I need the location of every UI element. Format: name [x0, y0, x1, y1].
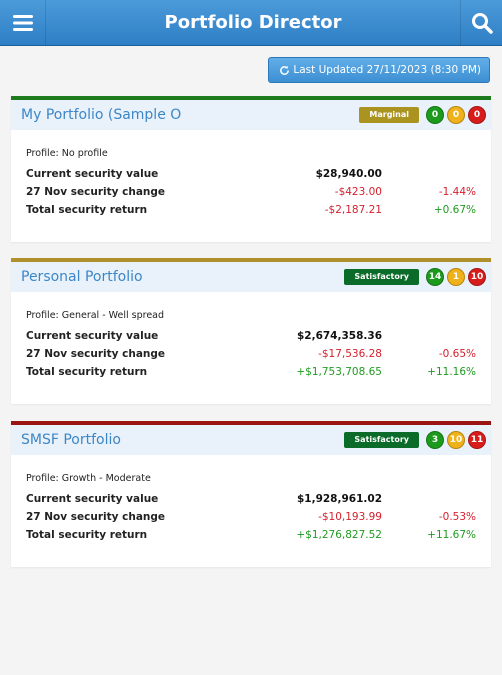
red-count-badge: 11: [468, 431, 486, 449]
return-label: Total security return: [26, 204, 147, 216]
current-value-label: Current security value: [26, 330, 158, 342]
red-count-badge: 0: [468, 106, 486, 124]
amber-count-badge: 1: [447, 268, 465, 286]
return-percent: +0.67%: [434, 204, 476, 216]
current-value-label: Current security value: [26, 168, 158, 180]
page-title: Portfolio Director: [46, 0, 460, 46]
last-updated-label: Last Updated 27/11/2023 (8:30 PM): [293, 64, 481, 76]
current-value: $28,940.00: [316, 168, 382, 180]
current-value-row: Current security value $2,674,358.36: [26, 330, 476, 346]
return-label: Total security return: [26, 529, 147, 541]
portfolio-badges: Marginal 0 0 0: [359, 106, 486, 124]
status-badge: Marginal: [359, 107, 419, 123]
change-percent: -0.53%: [439, 511, 476, 523]
portfolio-badges: Satisfactory 14 1 10: [344, 268, 486, 286]
change-row: 27 Nov security change -$10,193.99 -0.53…: [26, 511, 476, 527]
change-value: -$17,536.28: [318, 348, 382, 360]
return-value: -$2,187.21: [325, 204, 382, 216]
change-row: 27 Nov security change -$17,536.28 -0.65…: [26, 348, 476, 364]
menu-button[interactable]: [0, 0, 46, 46]
change-percent: -0.65%: [439, 348, 476, 360]
portfolio-badges: Satisfactory 3 10 11: [344, 431, 486, 449]
portfolio-name[interactable]: SMSF Portfolio: [21, 425, 121, 455]
return-label: Total security return: [26, 366, 147, 378]
last-updated-refresh-button[interactable]: Last Updated 27/11/2023 (8:30 PM): [268, 57, 490, 83]
change-label: 27 Nov security change: [26, 348, 165, 360]
change-label: 27 Nov security change: [26, 186, 165, 198]
refresh-icon: [279, 65, 290, 76]
return-row: Total security return +$1,753,708.65 +11…: [26, 366, 476, 382]
portfolio-card-header[interactable]: My Portfolio (Sample O... Marginal 0 0 0: [11, 96, 491, 130]
status-badge: Satisfactory: [344, 269, 419, 285]
return-row: Total security return +$1,276,827.52 +11…: [26, 529, 476, 545]
amber-count-badge: 0: [447, 106, 465, 124]
portfolio-profile: Profile: Growth - Moderate: [26, 473, 151, 484]
amber-count-badge: 10: [447, 431, 465, 449]
portfolio-card[interactable]: Personal Portfolio Satisfactory 14 1 10 …: [11, 258, 491, 404]
search-button[interactable]: [460, 0, 502, 46]
current-value: $1,928,961.02: [297, 493, 382, 505]
red-count-badge: 10: [468, 268, 486, 286]
portfolio-profile: Profile: General - Well spread: [26, 310, 164, 321]
current-value-label: Current security value: [26, 493, 158, 505]
hamburger-menu-icon: [12, 14, 34, 32]
current-value-row: Current security value $28,940.00: [26, 168, 476, 184]
change-percent: -1.44%: [439, 186, 476, 198]
change-value: -$10,193.99: [318, 511, 382, 523]
portfolio-card-header[interactable]: Personal Portfolio Satisfactory 14 1 10: [11, 258, 491, 292]
return-value: +$1,753,708.65: [296, 366, 382, 378]
change-row: 27 Nov security change -$423.00 -1.44%: [26, 186, 476, 202]
return-value: +$1,276,827.52: [296, 529, 382, 541]
current-value-row: Current security value $1,928,961.02: [26, 493, 476, 509]
return-percent: +11.16%: [427, 366, 476, 378]
green-count-badge: 0: [426, 106, 444, 124]
green-count-badge: 3: [426, 431, 444, 449]
portfolio-card-header[interactable]: SMSF Portfolio Satisfactory 3 10 11: [11, 421, 491, 455]
portfolio-card-body: Profile: Growth - Moderate Current secur…: [11, 455, 491, 563]
portfolio-card-body: Profile: No profile Current security val…: [11, 130, 491, 238]
return-percent: +11.67%: [427, 529, 476, 541]
return-row: Total security return -$2,187.21 +0.67%: [26, 204, 476, 220]
portfolio-card[interactable]: SMSF Portfolio Satisfactory 3 10 11 Prof…: [11, 421, 491, 567]
app-header: Portfolio Director: [0, 0, 502, 46]
current-value: $2,674,358.36: [297, 330, 382, 342]
search-icon: [471, 12, 493, 34]
portfolio-card[interactable]: My Portfolio (Sample O... Marginal 0 0 0…: [11, 96, 491, 242]
change-value: -$423.00: [335, 186, 382, 198]
portfolio-profile: Profile: No profile: [26, 148, 108, 159]
portfolio-card-body: Profile: General - Well spread Current s…: [11, 292, 491, 400]
status-badge: Satisfactory: [344, 432, 419, 448]
change-label: 27 Nov security change: [26, 511, 165, 523]
portfolio-name[interactable]: Personal Portfolio: [21, 262, 143, 292]
green-count-badge: 14: [426, 268, 444, 286]
portfolio-name[interactable]: My Portfolio (Sample O...: [21, 100, 181, 130]
